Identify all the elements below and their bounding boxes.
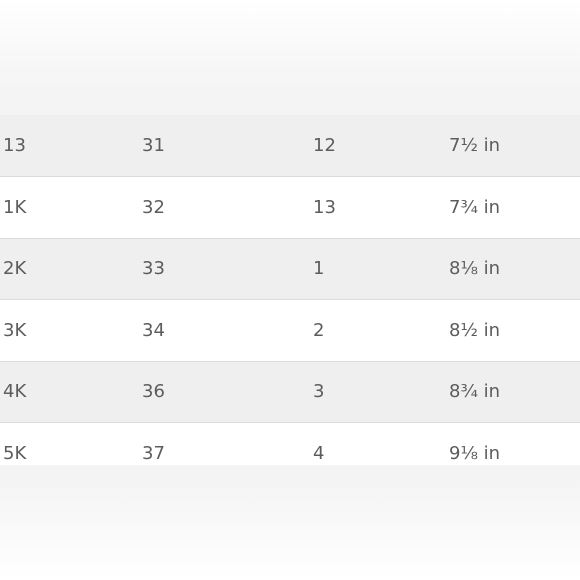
table-cell-col1: 4K: [0, 360, 142, 423]
table-cell-col1: 1K: [0, 176, 142, 238]
size-conversion-table: 13 31 12 7½ in 1K 32 13 7¾ in 2K 33 1 8⅛…: [0, 115, 580, 484]
bottom-fade-overlay: [0, 465, 580, 580]
table-cell-col2: 31: [142, 135, 165, 156]
table-row: 1K 32 13 7¾ in: [0, 176, 580, 238]
table-cell-col3: 13: [313, 176, 449, 238]
table-row: 13 31 12 7½ in: [0, 115, 580, 177]
table-cell-col4: 8⅛ in: [449, 237, 580, 300]
table-cell-col1: 13: [3, 135, 26, 156]
table-cell-col2: 36: [142, 360, 313, 423]
table-cell-col2: 34: [142, 299, 313, 361]
table-row: 4K 36 3 8¾ in: [0, 360, 580, 423]
table-cell-col4: 8¾ in: [449, 360, 580, 423]
table-cell-col3: 3: [313, 360, 449, 423]
table-row: 2K 33 1 8⅛ in: [0, 237, 580, 300]
table-cell-col3: 1: [313, 237, 449, 300]
top-fade-overlay: [0, 0, 580, 115]
table-cell-col2: 32: [142, 176, 313, 238]
table-cell-col1: 2K: [0, 237, 142, 300]
table-cell-col3: 2: [313, 299, 449, 361]
table-cell-col2: 33: [142, 237, 313, 300]
table-cell-col1: 3K: [0, 299, 142, 361]
table-cell-col4: 7½ in: [449, 135, 501, 156]
table-cell-col4: 8½ in: [449, 299, 580, 361]
table-cell-col4: 7¾ in: [449, 176, 580, 238]
table-row: 3K 34 2 8½ in: [0, 299, 580, 361]
table-cell-col3: 12: [313, 135, 336, 156]
